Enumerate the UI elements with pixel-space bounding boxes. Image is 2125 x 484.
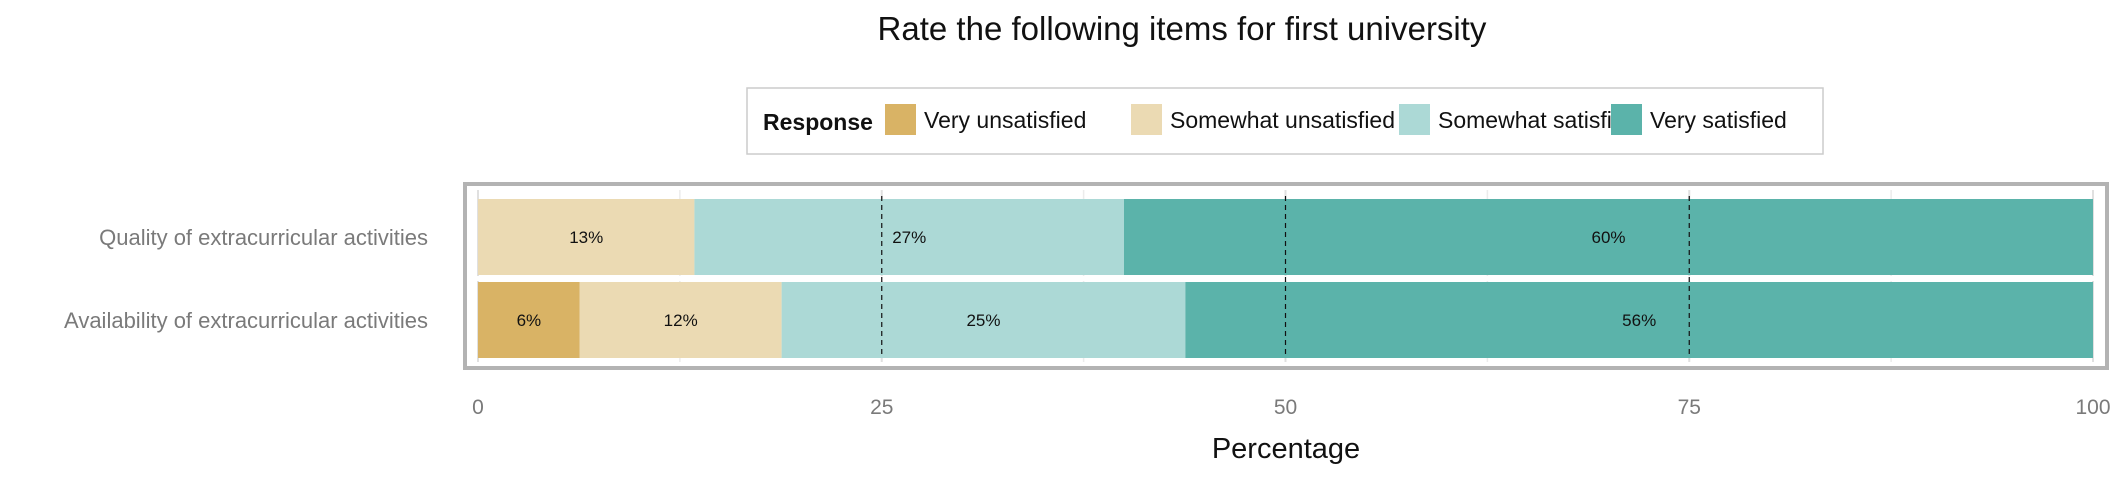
legend-label: Very satisfied (1650, 107, 1787, 133)
bar-value-label: 56% (1622, 311, 1656, 330)
legend-title: Response (763, 109, 873, 135)
legend-key (1399, 104, 1430, 135)
category-label: Availability of extracurricular activiti… (64, 308, 428, 333)
category-label: Quality of extracurricular activities (99, 225, 428, 250)
bar-segment (478, 199, 695, 275)
bar-segment (1185, 282, 2093, 358)
legend-key (1611, 104, 1642, 135)
chart-title: Rate the following items for first unive… (878, 10, 1487, 47)
legend-box (746, 87, 1824, 155)
bar-segment (781, 282, 1186, 358)
x-tick-label: 75 (1678, 396, 1701, 419)
bar-value-label: 13% (569, 228, 603, 247)
bar-value-label: 27% (892, 228, 926, 247)
bar-value-label: 60% (1591, 228, 1625, 247)
legend-label: Somewhat unsatisfied (1170, 107, 1395, 133)
x-tick-label: 25 (870, 396, 893, 419)
panel-border (463, 182, 2109, 370)
legend-key (885, 104, 916, 135)
bar-value-label: 25% (966, 311, 1000, 330)
plot-panel: 13% 27% 60% 6% 12% 25% 56% (463, 182, 2109, 370)
x-tick-label: 100 (2075, 396, 2110, 419)
x-tick-label: 50 (1274, 396, 1297, 419)
legend-key (1131, 104, 1162, 135)
bar-segment (478, 282, 580, 358)
x-axis-label: Percentage (1212, 433, 1360, 465)
bar-value-label: 6% (517, 311, 542, 330)
legend: Response Very unsatisfied Somewhat unsati… (746, 87, 1824, 155)
bar-value-label: 12% (664, 311, 698, 330)
bar-segment (579, 282, 782, 358)
x-tick-label: 0 (472, 396, 484, 419)
legend-label: Very unsatisfied (924, 107, 1086, 133)
bar-segment (694, 199, 1124, 275)
legend-label: Somewhat satisfied (1438, 107, 1637, 133)
